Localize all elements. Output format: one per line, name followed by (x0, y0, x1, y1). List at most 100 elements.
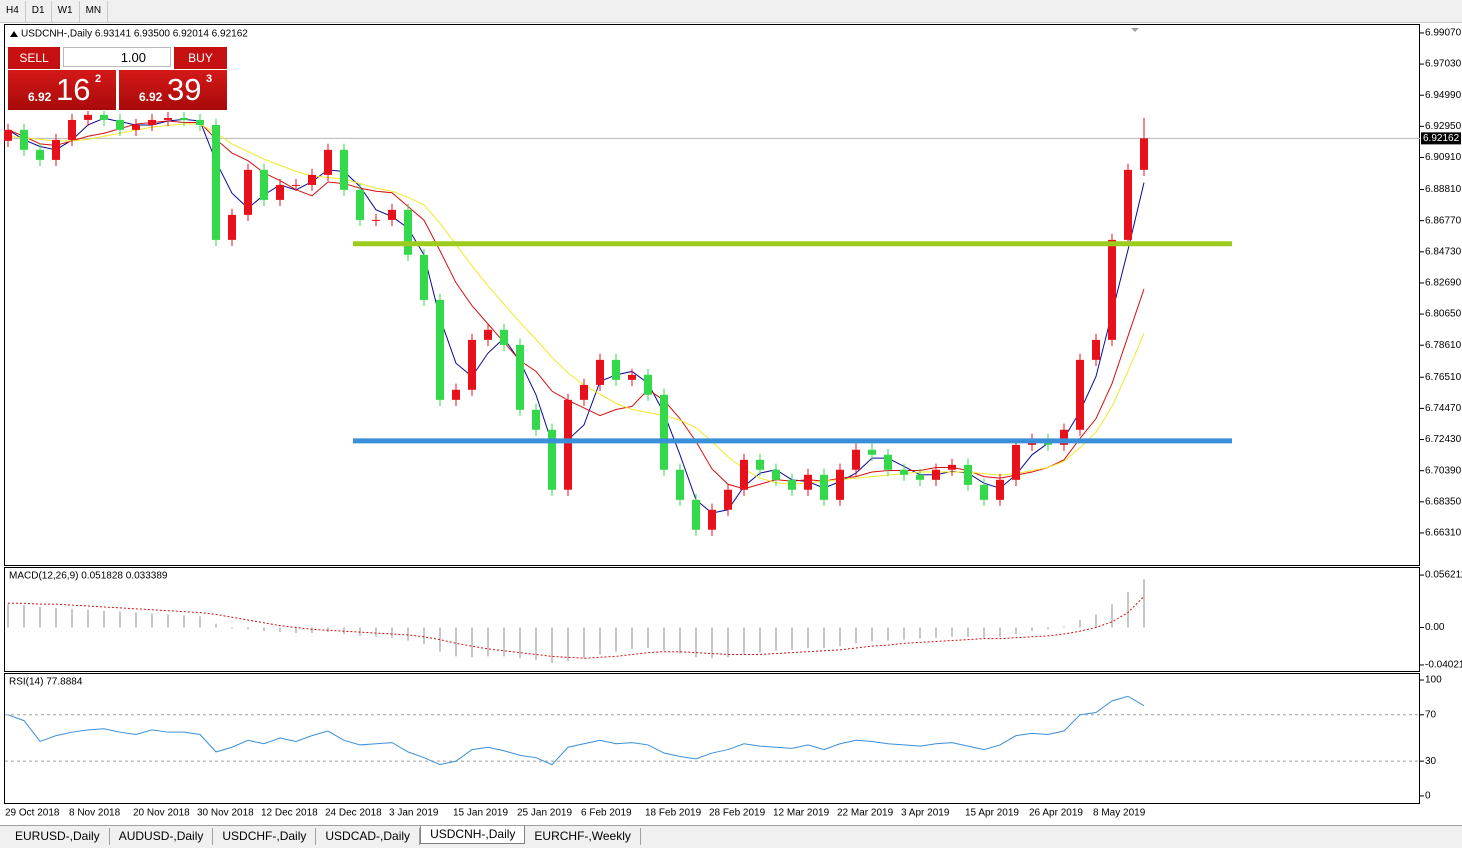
main-pane (4, 24, 1420, 566)
ask-box[interactable]: 6.92 39 3 (118, 69, 228, 111)
y-tick-label: 0.00 (1425, 622, 1445, 633)
y-tick-label: 6.70390 (1425, 465, 1462, 476)
chart-tab[interactable]: USDCNH-,Daily (420, 826, 526, 844)
candle-body (1140, 138, 1148, 170)
bid-point: 2 (95, 73, 102, 85)
candle-body (52, 139, 60, 160)
candle-body (180, 117, 188, 120)
candle-body (820, 474, 828, 500)
y-tick-label: -0.040218 (1425, 660, 1462, 671)
x-tick-label: 25 Jan 2019 (517, 808, 572, 819)
candle-body (580, 384, 588, 400)
x-tick-label: 8 May 2019 (1093, 808, 1146, 819)
chart-tab[interactable]: EURCHF-,Weekly (525, 828, 641, 845)
candle-body (132, 124, 140, 130)
y-tick-label: 6.80650 (1425, 309, 1462, 320)
candle-body (804, 474, 812, 490)
candle-body (420, 254, 428, 300)
x-tick-label: 15 Jan 2019 (453, 808, 508, 819)
candle-body (452, 389, 460, 400)
candle-body (84, 114, 92, 120)
y-tick-label: 6.86770 (1425, 215, 1462, 226)
candle-body (340, 149, 348, 190)
sell-button[interactable]: SELL (7, 46, 61, 70)
lot-input[interactable]: 1.00 (63, 47, 171, 67)
y-tick-label: 100 (1425, 675, 1442, 686)
shift-marker (1131, 28, 1139, 32)
chart-tab[interactable]: USDCHF-,Daily (213, 828, 317, 845)
candle-body (500, 329, 508, 345)
bid-box[interactable]: 6.92 16 2 (7, 69, 117, 111)
candle-body (196, 119, 204, 125)
y-tick-label: 6.76510 (1425, 372, 1462, 383)
candle-body (612, 359, 620, 380)
y-tick-label: 6.68350 (1425, 496, 1462, 507)
candle-body (964, 464, 972, 485)
candle-body (260, 169, 268, 200)
price-tag-label: 6.92162 (1423, 133, 1460, 144)
y-tick-label: 0 (1425, 791, 1431, 802)
candle-body (372, 219, 380, 221)
candle-body (932, 469, 940, 480)
rsi-pane (4, 673, 1420, 804)
timeframe[interactable]: D1 (26, 1, 52, 22)
y-tick-label: 6.92950 (1425, 121, 1462, 132)
signal-line (8, 595, 1145, 659)
candle-body (756, 459, 764, 470)
candle-body (100, 114, 108, 120)
price-tag (1421, 132, 1461, 145)
candle-body (788, 479, 796, 490)
candle-body (548, 429, 556, 490)
ask-pips: 39 (167, 72, 202, 107)
candle-body (324, 149, 332, 175)
candle-body (292, 184, 300, 186)
candle-body (996, 479, 1004, 500)
x-tick-label: 12 Mar 2019 (773, 808, 830, 819)
candle-body (516, 344, 524, 410)
buy-button[interactable]: BUY (173, 46, 228, 70)
candle-body (116, 119, 124, 130)
candle-body (436, 299, 444, 400)
x-tick-label: 22 Mar 2019 (837, 808, 894, 819)
candle-body (164, 117, 172, 120)
timeframe-bar: H4 D1 W1 MN (0, 0, 1462, 23)
candle-body (20, 129, 28, 150)
chart-title: USDCNH-,Daily 6.93141 6.93500 6.92014 6.… (21, 29, 248, 40)
y-tick-label: 6.94990 (1425, 90, 1462, 101)
chart-tab[interactable]: EURUSD-,Daily (6, 828, 110, 845)
candle-body (36, 149, 44, 160)
timeframe[interactable]: W1 (52, 1, 80, 22)
timeframe[interactable]: H4 (0, 1, 26, 22)
rsi-line (7, 695, 1145, 766)
y-tick-label: 6.97030 (1425, 59, 1462, 70)
collapse-icon[interactable] (10, 31, 18, 37)
y-tick-label: 6.74470 (1425, 403, 1462, 414)
macd-title: MACD(12,26,9) 0.051828 0.033389 (9, 571, 168, 582)
candle-body (564, 399, 572, 490)
candle-body (740, 459, 748, 490)
candle-body (660, 394, 668, 470)
candle-body (404, 209, 412, 255)
candle-body (1076, 359, 1084, 430)
x-tick-label: 15 Apr 2019 (965, 808, 1019, 819)
x-tick-label: 12 Dec 2018 (261, 808, 318, 819)
ask-big: 6.92 (139, 90, 163, 104)
candle-body (692, 499, 700, 530)
chart-tab[interactable]: AUDUSD-,Daily (110, 828, 214, 845)
candle-body (900, 469, 908, 475)
candle-body (948, 464, 956, 470)
candle-body (1060, 429, 1068, 445)
y-tick-label: 6.99070 (1425, 28, 1462, 39)
candle-body (308, 174, 316, 185)
candle-body (980, 484, 988, 500)
y-tick-label: 6.84730 (1425, 246, 1462, 257)
candle-body (148, 119, 156, 125)
timeframe[interactable]: MN (80, 1, 109, 22)
x-tick-label: 8 Nov 2018 (69, 808, 121, 819)
x-tick-label: 28 Feb 2019 (709, 808, 766, 819)
candle-body (644, 374, 652, 395)
candle-body (708, 509, 716, 530)
chart-tab[interactable]: USDCAD-,Daily (316, 828, 421, 845)
candle-body (212, 124, 220, 240)
